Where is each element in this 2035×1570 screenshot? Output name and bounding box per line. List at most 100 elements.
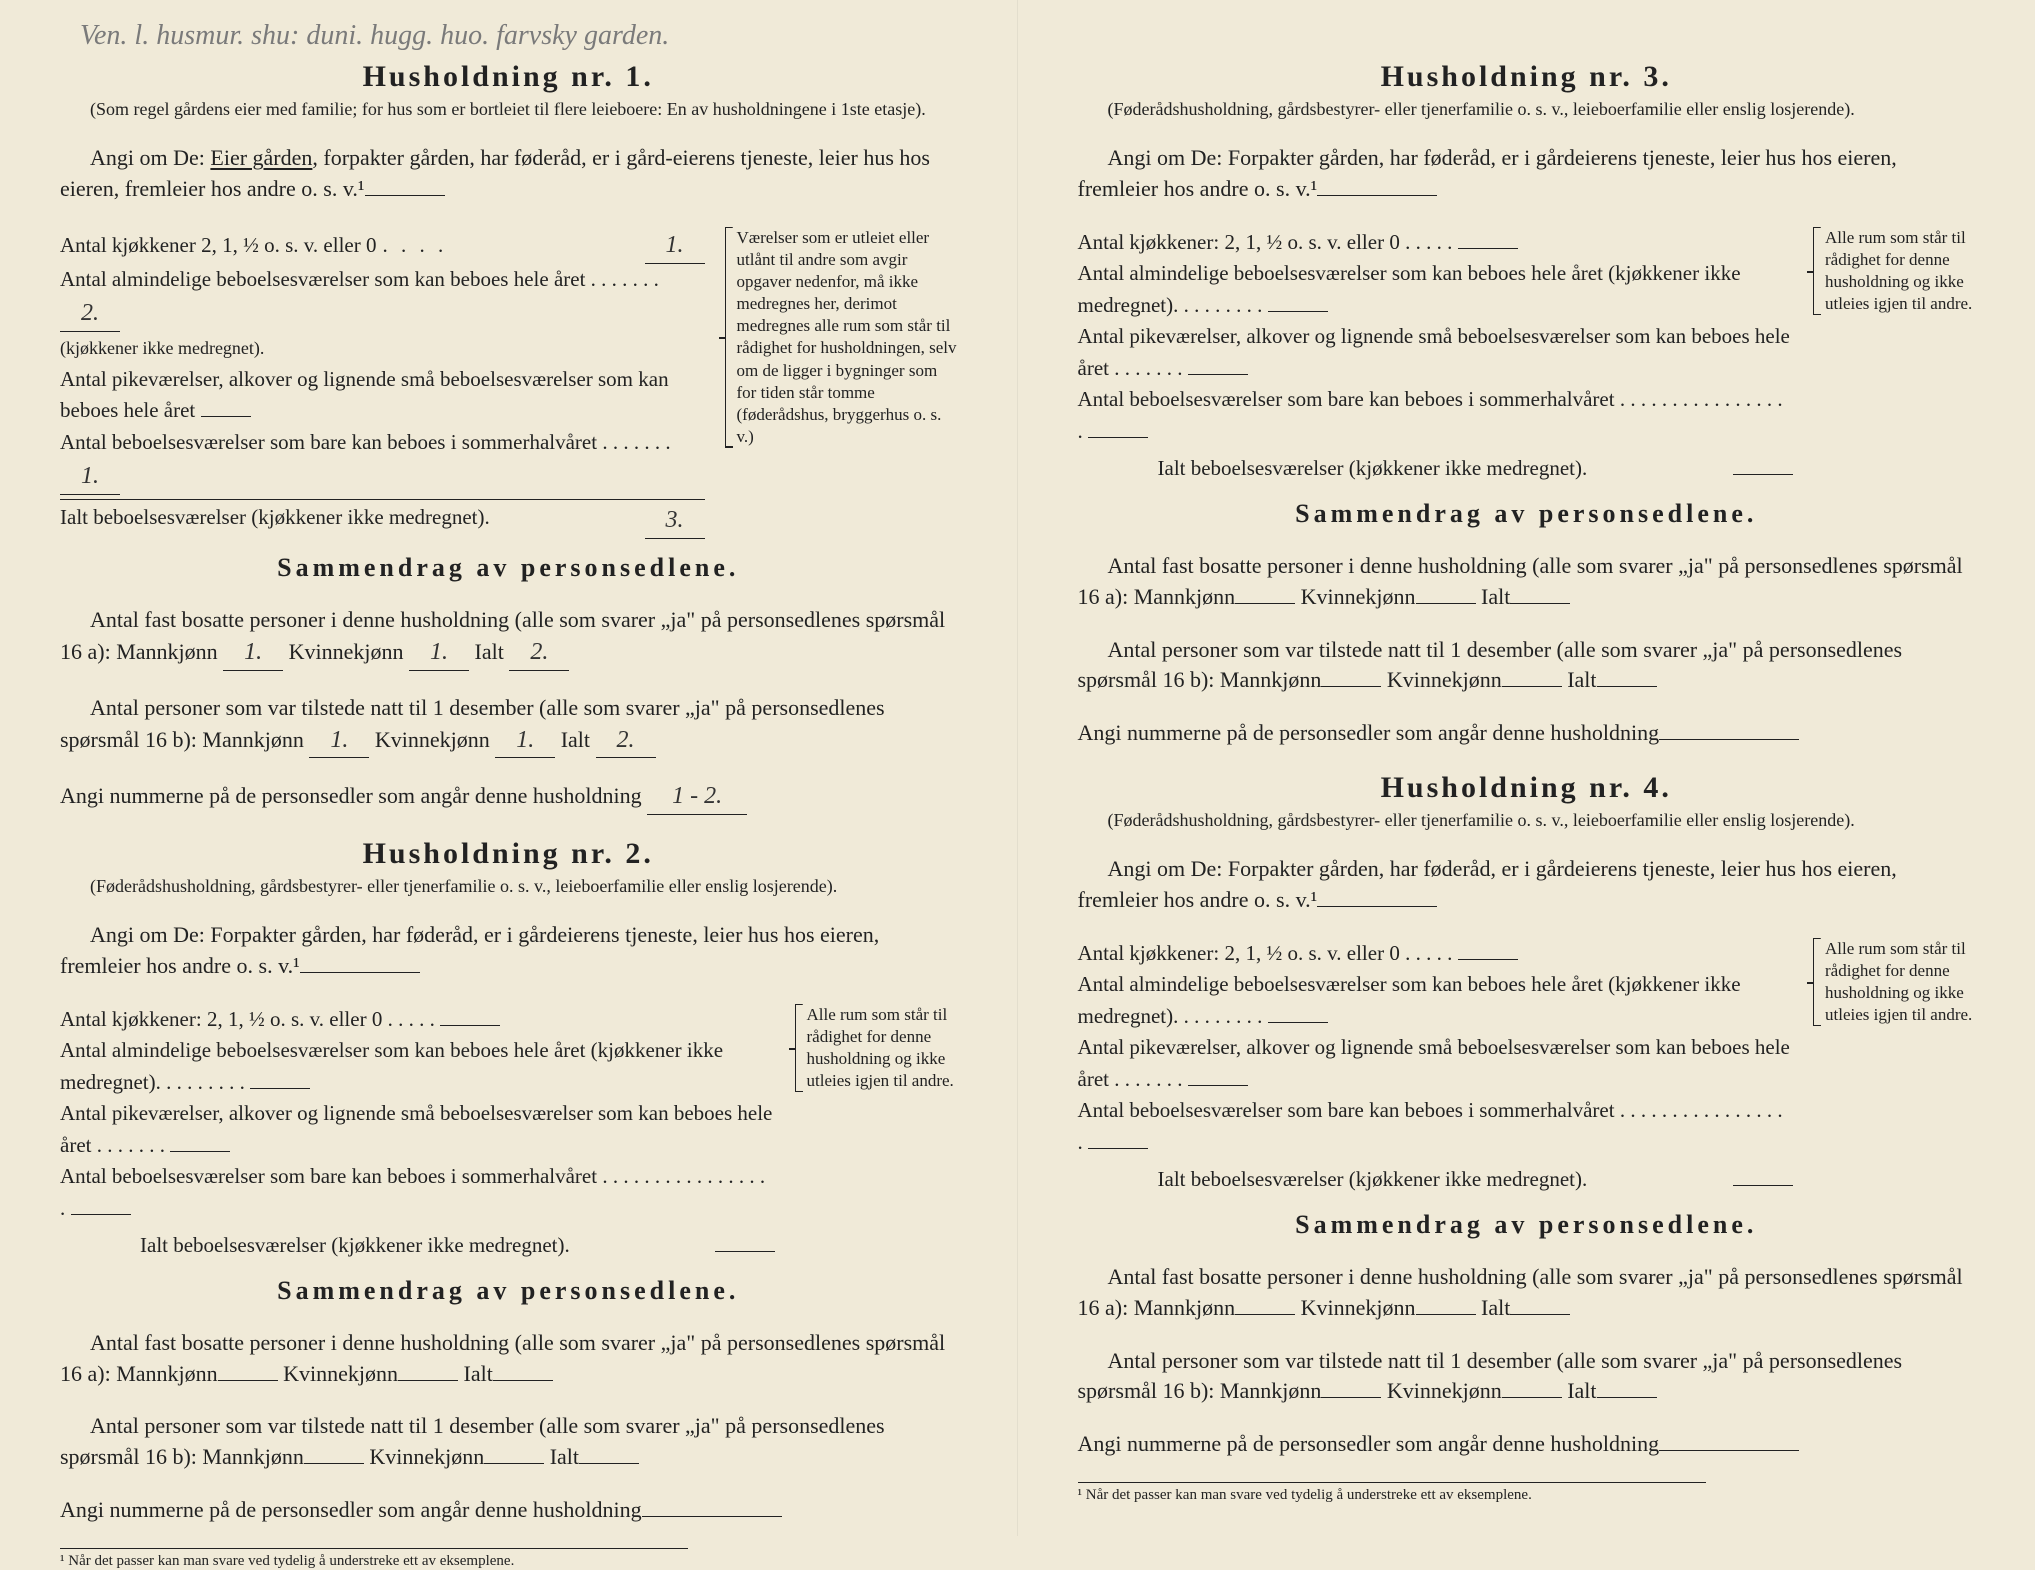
h4-q: Angi om De: Forpakter gården, har føderå… [1078, 856, 1897, 912]
household-2-rooms: Antal kjøkkener: 2, 1, ½ o. s. v. eller … [60, 1004, 775, 1262]
h2-numbers-val [642, 1516, 782, 1517]
h4-mk-16b [1321, 1397, 1381, 1398]
household-3: Husholdning nr. 3. (Føderådshusholdning,… [1078, 60, 1976, 749]
household-3-title: Husholdning nr. 3. [1078, 60, 1976, 94]
household-3-question: Angi om De: Forpakter gården, har føderå… [1078, 143, 1976, 205]
h2-ialt-16a [493, 1380, 553, 1381]
household-4-numbers: Angi nummerne på de personsedler som ang… [1078, 1429, 1976, 1460]
kk-label: Kvinnekjønn [289, 639, 404, 664]
h4-numbers-label: Angi nummerne på de personsedler som ang… [1078, 1431, 1660, 1456]
household-4-rooms: Antal kjøkkener: 2, 1, ½ o. s. v. eller … [1078, 938, 1794, 1196]
rooms1-note: (kjøkkener ikke medregnet). [60, 338, 264, 358]
brace-icon [1807, 938, 1821, 1026]
h2-rooms3-val [71, 1214, 131, 1215]
h4-blank [1317, 906, 1437, 907]
h3-rooms2-label: Antal pikeværelser, alkover og lignende … [1078, 324, 1790, 380]
h4-kitchens-label: Antal kjøkkener: 2, 1, ½ o. s. v. eller … [1078, 941, 1400, 965]
h2-total-label: Ialt beboelsesværelser (kjøkkener ikke m… [60, 1230, 570, 1262]
footnote-right: ¹ Når det passer kan man svare ved tydel… [1078, 1482, 1706, 1504]
h4-sidenote-text: Alle rum som står til rådighet for denne… [1825, 939, 1972, 1024]
h2-rooms2-label: Antal pikeværelser, alkover og lignende … [60, 1101, 772, 1157]
kitchens-label: Antal kjøkkener 2, 1, ½ o. s. v. eller 0 [60, 230, 377, 262]
kitchens-value: 1. [645, 227, 705, 264]
household-2-numbers: Angi nummerne på de personsedler som ang… [60, 1495, 957, 1526]
h1-mk-16b: 1. [309, 724, 369, 759]
h4-total: Ialt beboelsesværelser (kjøkkener ikke m… [1078, 1164, 1794, 1196]
household-3-16b: Antal personer som var tilstede natt til… [1078, 635, 1976, 697]
rooms3-line: Antal beboelsesværelser som bare kan beb… [60, 427, 705, 496]
total-value: 3. [645, 502, 705, 539]
h2-kitchens-label: Antal kjøkkener: 2, 1, ½ o. s. v. eller … [60, 1007, 382, 1031]
household-2-subtitle: (Føderådshusholdning, gårdsbestyrer- ell… [60, 875, 957, 898]
h3-total-label: Ialt beboelsesværelser (kjøkkener ikke m… [1078, 453, 1588, 485]
household-2-summary-title: Sammendrag av personsedlene. [60, 1276, 957, 1306]
dots: . . . . [383, 230, 639, 263]
h3-rooms3-val [1088, 437, 1148, 438]
h4-kitchens: Antal kjøkkener: 2, 1, ½ o. s. v. eller … [1078, 938, 1794, 970]
household-1-16b: Antal personer som var tilstede natt til… [60, 693, 957, 758]
h3-kk-16a [1416, 603, 1476, 604]
h4-numbers-val [1659, 1450, 1799, 1451]
rooms1-label: Antal almindelige beboelsesværelser som … [60, 267, 585, 291]
household-3-sidenote: Alle rum som står til rådighet for denne… [1813, 227, 1975, 315]
h4-kk-label-b: Kvinnekjønn [1387, 1378, 1502, 1403]
household-4-16b: Antal personer som var tilstede natt til… [1078, 1346, 1976, 1408]
h1-kk-16b: 1. [495, 724, 555, 759]
rooms1-line: Antal almindelige beboelsesværelser som … [60, 264, 705, 364]
household-3-16a: Antal fast bosatte personer i denne hush… [1078, 551, 1976, 613]
h4-rooms3: Antal beboelsesværelser som bare kan beb… [1078, 1095, 1794, 1158]
household-3-summary-title: Sammendrag av personsedlene. [1078, 499, 1976, 529]
footnote-left: ¹ Når det passer kan man svare ved tydel… [60, 1548, 688, 1570]
h3-rooms3: Antal beboelsesværelser som bare kan beb… [1078, 384, 1794, 447]
h4-total-val [1733, 1185, 1793, 1186]
ialt-label-b: Ialt [561, 727, 590, 752]
numbers-value: 1 - 2. [647, 780, 747, 815]
h2-rooms2: Antal pikeværelser, alkover og lignende … [60, 1098, 775, 1161]
household-2-16a: Antal fast bosatte personer i denne hush… [60, 1328, 957, 1390]
h4-total-label: Ialt beboelsesværelser (kjøkkener ikke m… [1078, 1164, 1588, 1196]
h2-ialt-label: Ialt [464, 1361, 493, 1386]
q-blank [365, 195, 445, 196]
h3-sidenote-text: Alle rum som står til rådighet for denne… [1825, 228, 1972, 313]
h4-rooms1-label: Antal almindelige beboelsesværelser som … [1078, 972, 1741, 1028]
h3-rooms1: Antal almindelige beboelsesværelser som … [1078, 258, 1794, 321]
h3-kk-label: Kvinnekjønn [1301, 584, 1416, 609]
household-1-question: Angi om De: Eier gården, forpakter gårde… [60, 143, 957, 205]
kk-label-b: Kvinnekjønn [375, 727, 490, 752]
household-2: Husholdning nr. 2. (Føderådshusholdning,… [60, 837, 957, 1526]
h3-numbers-label: Angi nummerne på de personsedler som ang… [1078, 720, 1660, 745]
brace-icon [789, 1004, 803, 1092]
rooms2-label: Antal pikeværelser, alkover og lignende … [60, 367, 669, 423]
h2-blank [300, 972, 420, 973]
left-page: Ven. l. husmur. shu: duni. hugg. huo. fa… [0, 0, 1018, 1536]
h4-rooms1: Antal almindelige beboelsesværelser som … [1078, 969, 1794, 1032]
household-1-title: Husholdning nr. 1. [60, 60, 957, 94]
h3-rooms3-label: Antal beboelsesværelser som bare kan beb… [1078, 387, 1615, 411]
h3-ialt-label-b: Ialt [1567, 667, 1596, 692]
h4-kk-label: Kvinnekjønn [1301, 1295, 1416, 1320]
total-label: Ialt beboelsesværelser (kjøkkener ikke m… [60, 502, 490, 534]
household-2-sidenote: Alle rum som står til rådighet for denne… [795, 1004, 957, 1092]
h4-rooms2-label: Antal pikeværelser, alkover og lignende … [1078, 1035, 1790, 1091]
h3-mk-16a [1235, 603, 1295, 604]
h1-ialt-16a: 2. [509, 636, 569, 671]
h4-mk-16a [1235, 1314, 1295, 1315]
household-3-rooms: Antal kjøkkener: 2, 1, ½ o. s. v. eller … [1078, 227, 1794, 485]
h2-rooms3-label: Antal beboelsesværelser som bare kan beb… [60, 1164, 597, 1188]
household-4: Husholdning nr. 4. (Føderådshusholdning,… [1078, 771, 1976, 1460]
rooms3-value: 1. [60, 458, 120, 495]
h2-rooms1-val [250, 1088, 310, 1089]
h3-q: Angi om De: Forpakter gården, har føderå… [1078, 145, 1897, 201]
h4-kitchens-val [1458, 959, 1518, 960]
h3-rooms1-label: Antal almindelige beboelsesværelser som … [1078, 261, 1741, 317]
h2-rooms1: Antal almindelige beboelsesværelser som … [60, 1035, 775, 1098]
household-4-title: Husholdning nr. 4. [1078, 771, 1976, 805]
h3-mk-16b [1321, 686, 1381, 687]
household-1-numbers: Angi nummerne på de personsedler som ang… [60, 780, 957, 815]
household-1: Husholdning nr. 1. (Som regel gårdens ei… [60, 60, 957, 815]
h2-16a-text: Antal fast bosatte personer i denne hush… [60, 1330, 945, 1386]
household-3-rooms-row: Antal kjøkkener: 2, 1, ½ o. s. v. eller … [1078, 227, 1976, 485]
h2-rooms3: Antal beboelsesværelser som bare kan beb… [60, 1161, 775, 1224]
h2-rooms2-val [170, 1151, 230, 1152]
h2-sidenote-text: Alle rum som står til rådighet for denne… [807, 1005, 954, 1090]
